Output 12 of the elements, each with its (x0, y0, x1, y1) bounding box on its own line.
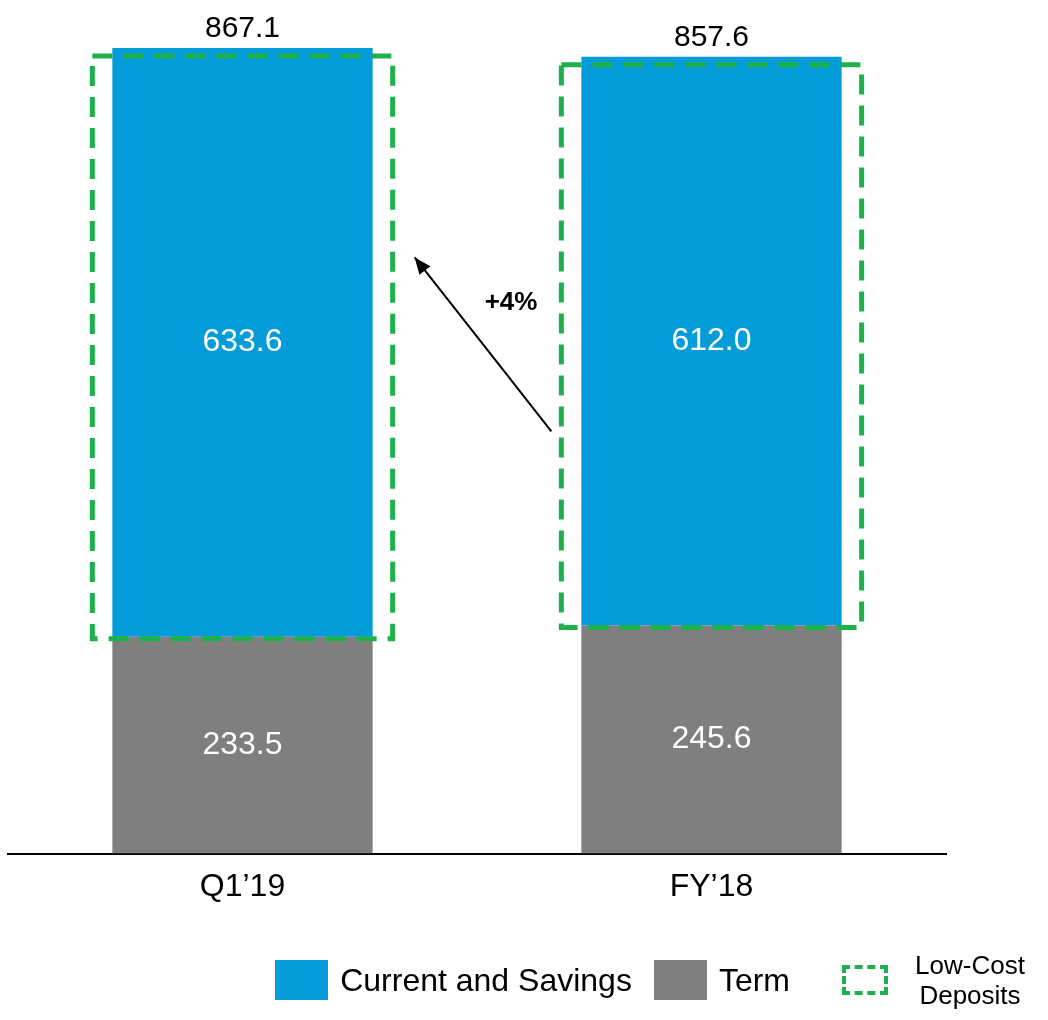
text: Low-Cost Deposits (914, 950, 1026, 1010)
total-label: 867.1 (204, 10, 281, 44)
annotation: +4% (484, 285, 538, 316)
legend-label: Current and Savings (340, 961, 632, 999)
legend-label: Term (718, 961, 790, 999)
data-label: 233.5 (202, 724, 283, 761)
data-label: 245.6 (671, 719, 752, 756)
total-label: 857.6 (673, 19, 750, 53)
x-tick-label: FY’18 (669, 866, 754, 903)
data-label: 612.0 (671, 320, 752, 357)
x-tick-label: Q1’19 (199, 866, 286, 903)
data-label: 633.6 (202, 322, 283, 359)
